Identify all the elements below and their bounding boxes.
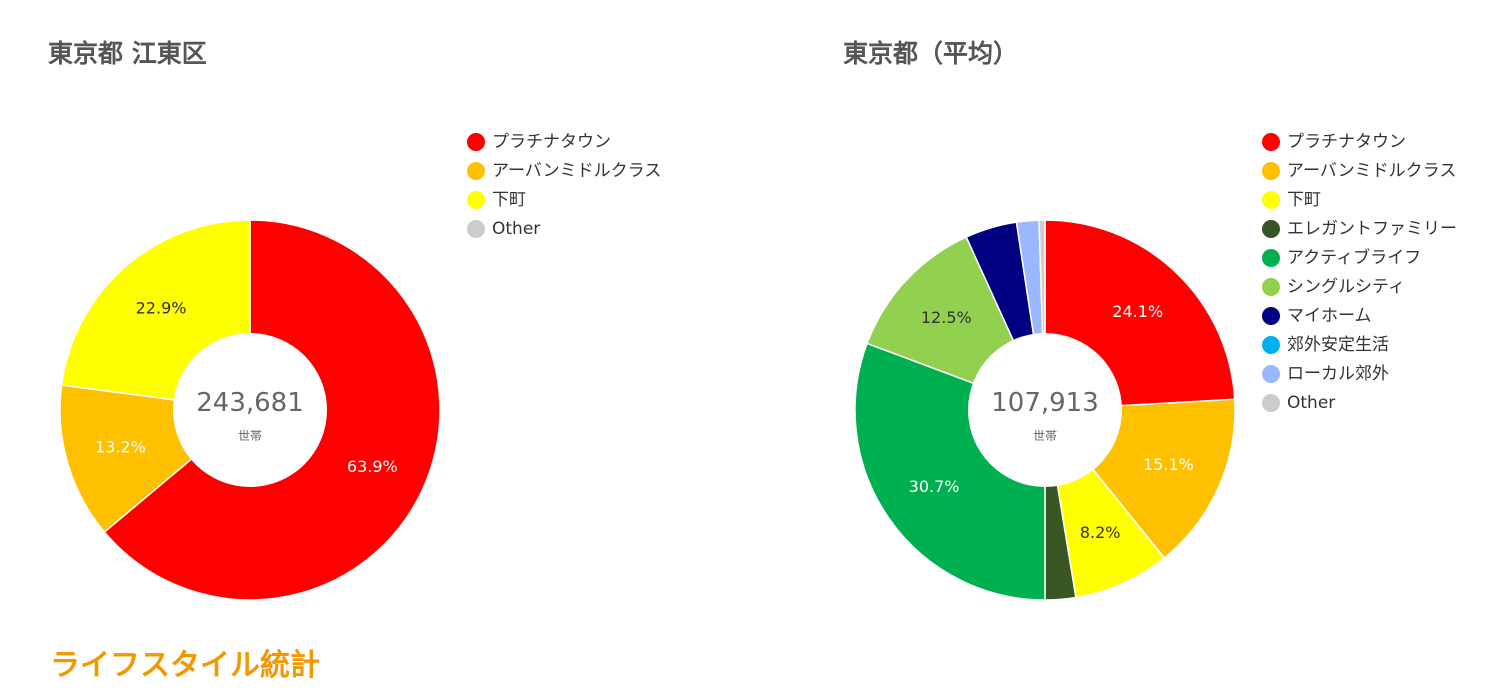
legend-swatch (1262, 162, 1280, 180)
donut-hole (968, 333, 1122, 487)
center-total-unit: 世帯 (1033, 429, 1057, 443)
legend-label: ローカル郊外 (1287, 364, 1389, 384)
slice-label-3: 22.9% (136, 298, 187, 317)
legend-label: アクティブライフ (1287, 248, 1422, 268)
chart-panel-koto: 東京都 江東区 63.9% 13.2% 22.9% 243,681 世帯 プラチナタ… (0, 0, 740, 640)
legend-swatch (1262, 307, 1280, 325)
legend-item-8[interactable]: 郊外安定生活 (1262, 333, 1462, 357)
slice-label-1: 63.9% (347, 457, 398, 476)
center-total-value: 243,681 (196, 388, 304, 418)
donut-chart-koto: 63.9% 13.2% 22.9% 243,681 世帯 (59, 219, 441, 601)
legend-label: アーバンミドルクラス (1287, 161, 1457, 181)
legend-label: 下町 (492, 190, 526, 210)
center-total-value: 107,913 (991, 388, 1099, 418)
legend-label: アーバンミドルクラス (492, 161, 662, 181)
legend-swatch (1262, 336, 1280, 354)
slice-label-5: 30.7% (909, 477, 960, 496)
legend-label: Other (492, 219, 541, 239)
legend-item-9[interactable]: ローカル郊外 (1262, 362, 1462, 386)
legend-item-3[interactable]: 下町 (467, 188, 667, 212)
legend-swatch (467, 191, 485, 209)
legend-swatch (1262, 191, 1280, 209)
donut-chart-tokyo-average: 24.1% 15.1% 8.2% 30.7% 12.5% 107,913 世帯 (854, 219, 1236, 601)
legend-label: エレガントファミリー (1287, 219, 1457, 239)
legend-swatch (1262, 133, 1280, 151)
legend-item-4[interactable]: Other (467, 217, 667, 241)
slice-label-3: 8.2% (1080, 523, 1121, 542)
legend-label: マイホーム (1287, 306, 1372, 326)
slice-label-6: 12.5% (921, 308, 972, 327)
legend-label: シングルシティ (1287, 277, 1405, 297)
center-total-unit: 世帯 (238, 429, 262, 443)
slice-labels: 24.1% 15.1% 8.2% 30.7% 12.5% (909, 302, 1194, 542)
legend-label: 郊外安定生活 (1287, 335, 1389, 355)
legend-item-4[interactable]: エレガントファミリー (1262, 217, 1462, 241)
legend-label: Other (1287, 393, 1336, 413)
slice-label-2: 15.1% (1143, 455, 1194, 474)
legend-item-6[interactable]: シングルシティ (1262, 275, 1462, 299)
legend-item-5[interactable]: アクティブライフ (1262, 246, 1462, 270)
legend-label: プラチナタウン (1287, 132, 1406, 152)
legend-item-10[interactable]: Other (1262, 391, 1462, 415)
legend-swatch (1262, 220, 1280, 238)
legend-item-3[interactable]: 下町 (1262, 188, 1462, 212)
legend-swatch (1262, 278, 1280, 296)
legend-item-1[interactable]: プラチナタウン (1262, 130, 1462, 154)
legend-item-2[interactable]: アーバンミドルクラス (467, 159, 667, 183)
legend-swatch (467, 220, 485, 238)
slice-labels: 63.9% 13.2% 22.9% (95, 298, 398, 476)
chart-title: 東京都（平均） (843, 39, 1019, 68)
slice-label-1: 24.1% (1112, 302, 1163, 321)
chart-panel-tokyo-average: 東京都（平均） 24.1% 15.1% 8.2% 30.7% 12.5% 107,913… (795, 0, 1494, 640)
legend-swatch (1262, 394, 1280, 412)
legend-item-2[interactable]: アーバンミドルクラス (1262, 159, 1462, 183)
chart-title: 東京都 江東区 (48, 39, 207, 68)
legend-label: 下町 (1287, 190, 1321, 210)
legend-label: プラチナタウン (492, 132, 611, 152)
legend-swatch (1262, 249, 1280, 267)
chart-legend: プラチナタウンアーバンミドルクラス 下町エレガントファミリー アクティブライフ シング… (1262, 130, 1462, 420)
legend-swatch (467, 162, 485, 180)
section-heading-lifestyle-stats: ライフスタイル統計 (50, 648, 320, 683)
chart-legend: プラチナタウンアーバンミドルクラス 下町 Other (467, 130, 667, 246)
legend-item-1[interactable]: プラチナタウン (467, 130, 667, 154)
legend-swatch (467, 133, 485, 151)
legend-item-7[interactable]: マイホーム (1262, 304, 1462, 328)
legend-swatch (1262, 365, 1280, 383)
donut-hole (173, 333, 327, 487)
slice-label-2: 13.2% (95, 438, 146, 457)
